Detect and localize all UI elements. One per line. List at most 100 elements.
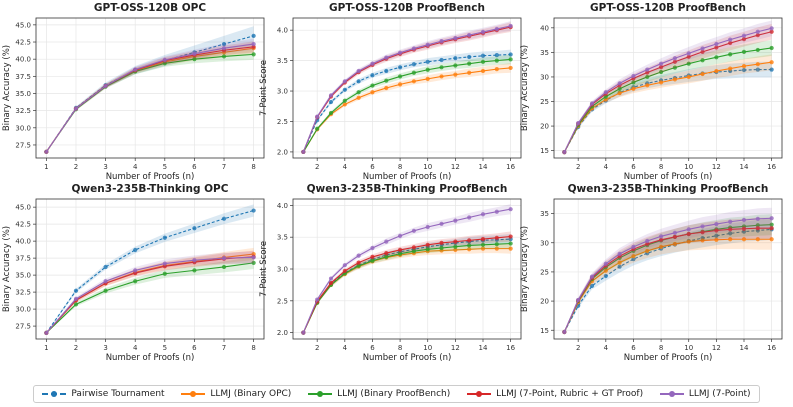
y-tick-label: 25	[540, 268, 549, 276]
data-point	[631, 86, 636, 91]
series-line-llmj-7-point	[302, 25, 511, 153]
data-point	[397, 233, 403, 239]
legend-label: LLMJ (7-Point, Rubric + GT Proof)	[496, 389, 644, 399]
chart-title: Qwen3-235B-Thinking OPC	[72, 183, 229, 195]
y-tick-label: 2.0	[277, 148, 288, 156]
data-point	[370, 254, 375, 260]
band-pairwise-tournament	[46, 26, 254, 152]
data-point	[342, 87, 347, 92]
y-tick-label: 35	[540, 49, 549, 57]
data-point	[342, 268, 347, 274]
chart-title: Qwen3-235B-Thinking ProofBench	[568, 183, 769, 195]
data-point	[631, 254, 636, 259]
data-point	[741, 217, 747, 223]
data-point	[356, 90, 361, 95]
y-tick-label: 42.5	[15, 221, 31, 229]
data-point	[384, 78, 389, 83]
series-line-pairwise-tournament	[45, 35, 254, 153]
chart-title: GPT-OSS-120B OPC	[94, 2, 206, 14]
data-point	[397, 82, 403, 87]
data-point	[425, 76, 430, 81]
x-tick-label: 4	[604, 163, 609, 171]
series-line-llmj-binary-opc	[302, 67, 511, 153]
series-line-llmj-7-point	[45, 43, 254, 153]
band-llmj-7-point	[303, 21, 511, 152]
x-tick-label: 4	[133, 163, 138, 171]
y-tick-label: 3.5	[277, 57, 288, 65]
band-llmj-7-point	[564, 207, 772, 332]
data-point	[645, 248, 650, 254]
data-point	[439, 245, 444, 251]
data-point	[453, 63, 458, 68]
y-axis-label: Binary Accuracy (%)	[520, 226, 530, 312]
data-point	[315, 297, 320, 302]
data-point	[425, 67, 430, 72]
data-point	[755, 62, 760, 67]
data-point	[251, 52, 256, 57]
data-point	[755, 237, 760, 242]
data-point	[589, 274, 595, 279]
data-point	[603, 273, 608, 279]
band-llmj-7-point-rubric-gt-proof	[46, 41, 254, 152]
data-point	[769, 226, 774, 231]
data-point	[672, 234, 678, 240]
data-point	[328, 276, 334, 281]
x-tick-label: 2	[315, 163, 319, 171]
data-point	[411, 79, 417, 84]
x-tick-label: 6	[192, 344, 197, 352]
series-line-llmj-binary-proofbench	[302, 58, 511, 153]
data-point	[425, 247, 430, 252]
series-line-llmj-7-point-rubric-gt-proof	[563, 31, 772, 153]
x-tick-label: 12	[712, 163, 721, 171]
data-point	[769, 26, 774, 31]
data-point	[755, 29, 760, 34]
x-tick-label: 16	[767, 163, 776, 171]
x-axis-label: Number of Proofs (n)	[624, 353, 713, 363]
series-line-llmj-7-point-rubric-gt-proof	[563, 227, 772, 333]
data-point	[603, 90, 608, 95]
data-point	[741, 64, 747, 69]
data-point	[425, 224, 430, 230]
data-point	[425, 242, 430, 247]
y-tick-label: 15	[540, 147, 549, 155]
legend-item-llmj-binary-proofbench: LLMJ (Binary ProofBench)	[308, 389, 450, 399]
x-tick-label: 8	[251, 163, 255, 171]
data-point	[714, 41, 719, 47]
data-point	[162, 57, 167, 62]
y-tick-label: 42.5	[15, 39, 31, 47]
data-point	[658, 237, 664, 242]
data-point	[631, 244, 636, 249]
data-point	[645, 74, 650, 80]
data-point	[769, 237, 774, 242]
x-tick-label: 4	[604, 344, 609, 352]
x-tick-label: 14	[740, 344, 749, 352]
data-point	[384, 68, 389, 74]
data-point	[741, 49, 747, 54]
data-point	[133, 247, 138, 253]
data-point	[589, 283, 595, 289]
data-point	[342, 79, 347, 84]
y-axis-label: 7-Point Score	[259, 60, 269, 116]
legend-label: LLMJ (7-Point)	[688, 389, 751, 399]
data-point	[508, 65, 513, 71]
data-point	[617, 81, 622, 86]
data-point	[73, 288, 79, 293]
series-line-llmj-7-point	[563, 27, 772, 153]
data-point	[645, 70, 650, 75]
x-tick-label: 10	[423, 163, 432, 171]
data-point	[494, 246, 499, 251]
data-point	[411, 46, 417, 51]
data-point	[425, 42, 430, 47]
series-line-pairwise-tournament	[45, 210, 254, 334]
data-point	[411, 70, 417, 75]
y-tick-label: 2.0	[277, 329, 288, 337]
data-point	[397, 247, 403, 253]
data-point	[728, 66, 733, 71]
data-point	[192, 226, 197, 231]
x-tick-label: 8	[659, 163, 663, 171]
chart-panel-5: 2 4 6 8 10 12 14 16 2.0 2.5 3.0 3.5 4.0 Qwen3-235B-Th…	[259, 183, 522, 363]
band-llmj-binary-proofbench	[303, 238, 511, 333]
data-point	[439, 74, 444, 79]
data-point	[714, 221, 719, 227]
data-point	[453, 247, 458, 253]
